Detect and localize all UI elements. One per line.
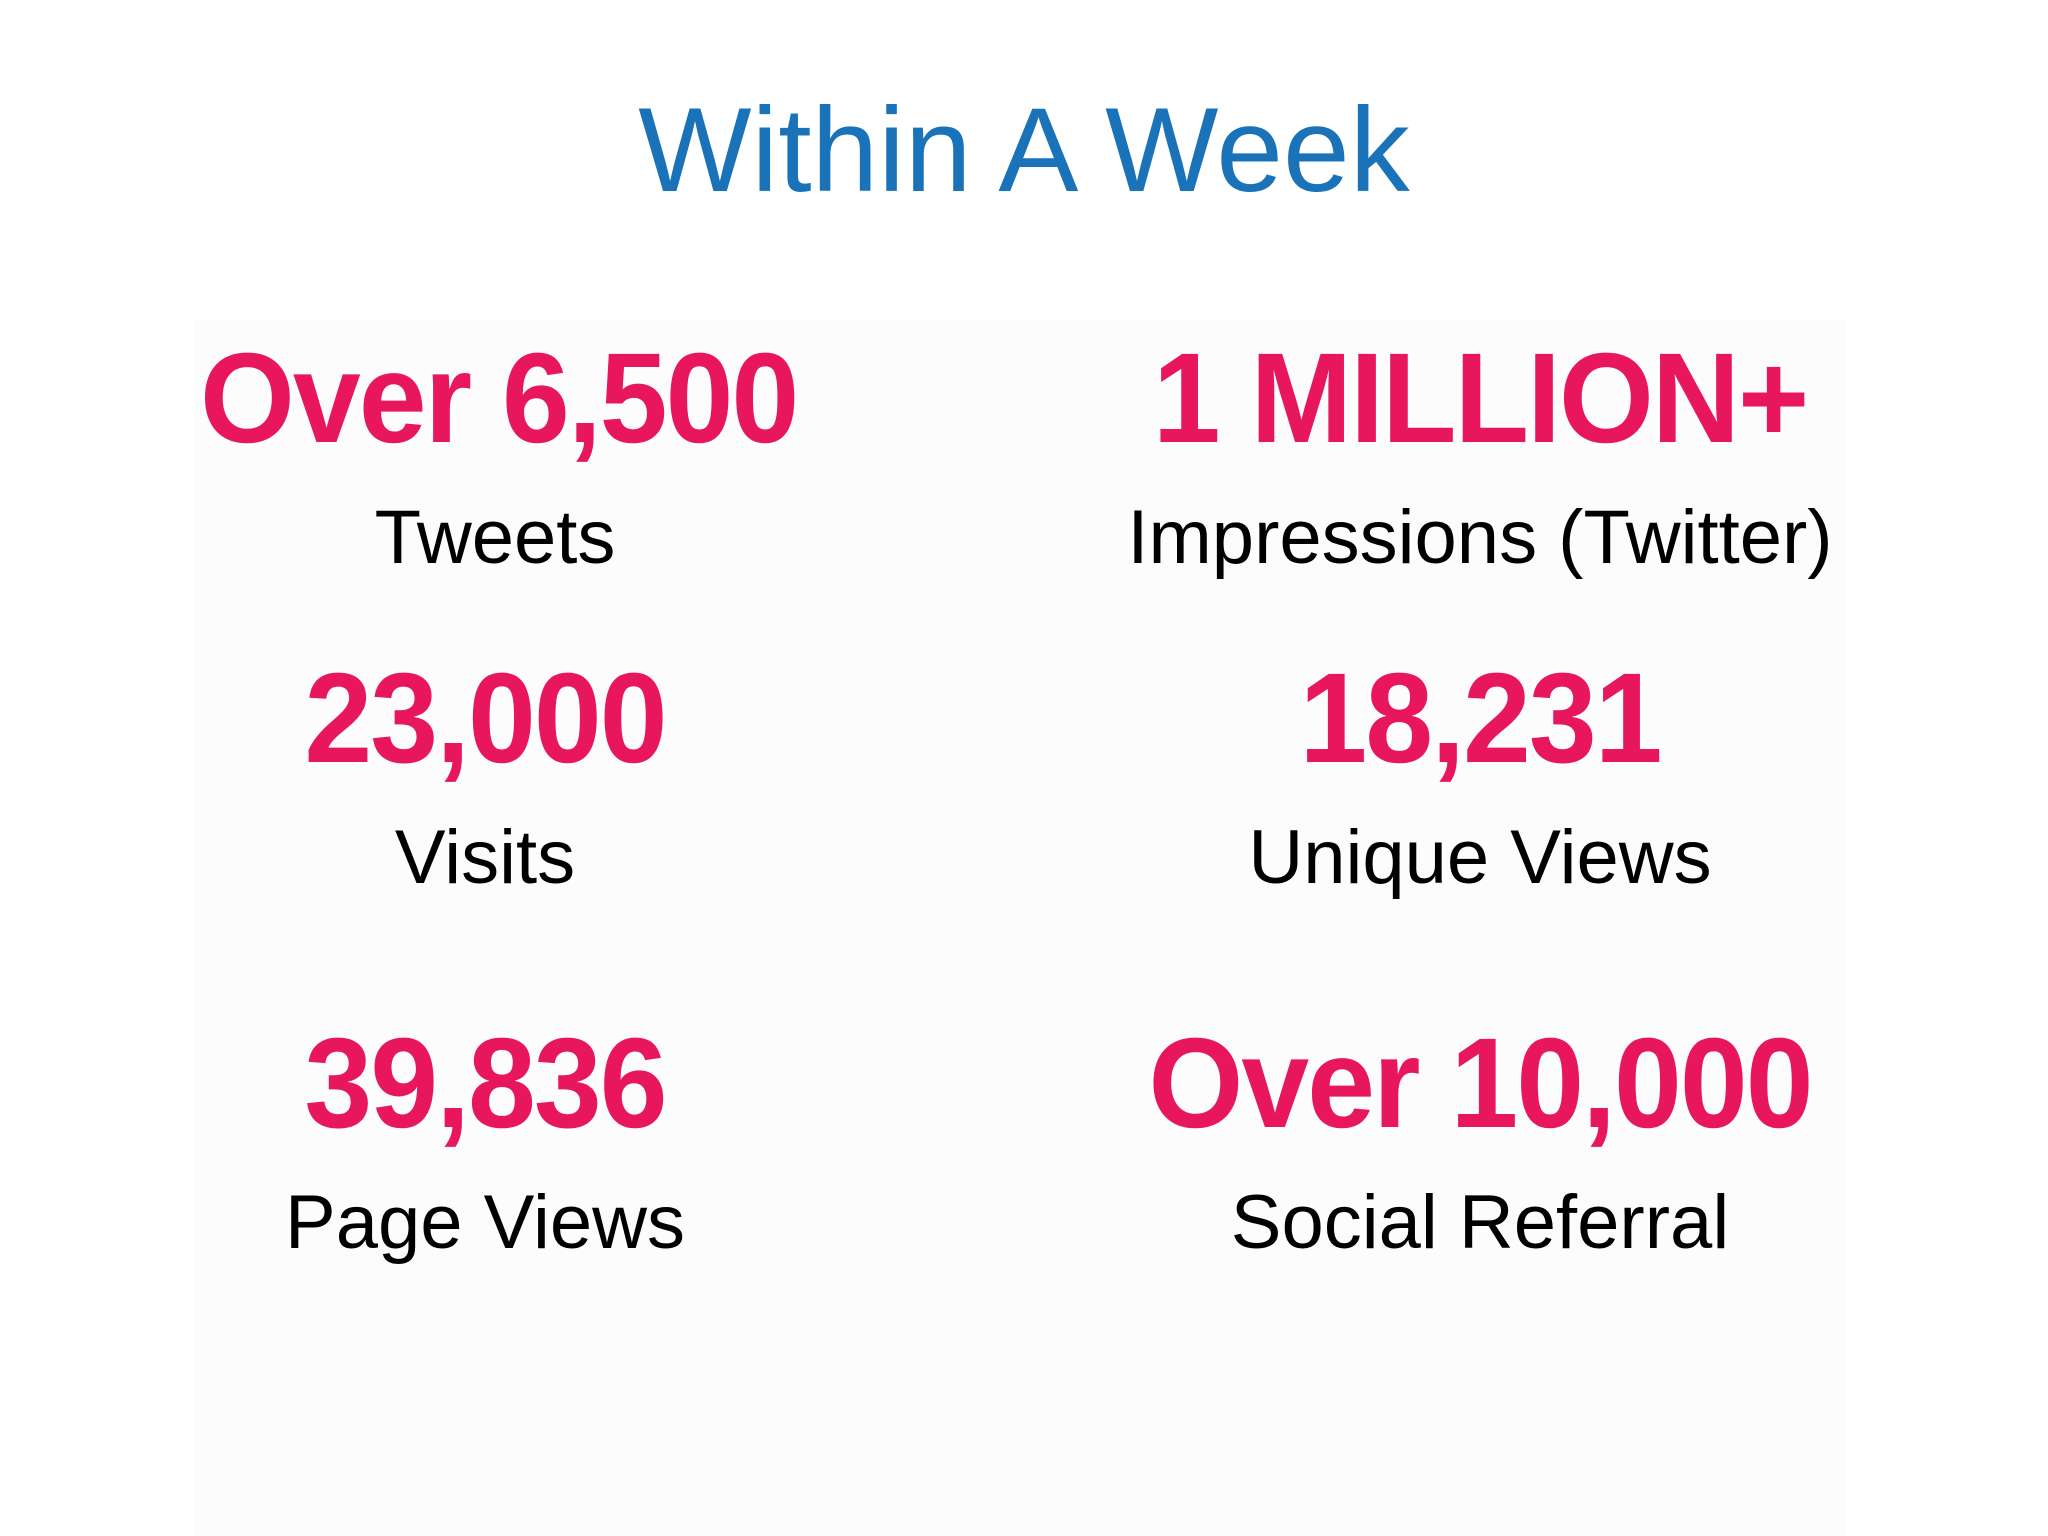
- stat-number: 1 MILLION+: [1152, 326, 1809, 470]
- stat-visits: 23,000 Visits: [200, 654, 770, 900]
- stat-label: Unique Views: [1248, 815, 1712, 900]
- stat-unique-views: 18,231 Unique Views: [1100, 654, 1860, 900]
- stat-label: Page Views: [285, 1180, 685, 1265]
- stat-label: Visits: [394, 815, 576, 900]
- stat-number: Over 10,000: [1148, 1011, 1813, 1155]
- stat-label: Social Referral: [1230, 1180, 1730, 1265]
- stat-number: 23,000: [304, 646, 667, 790]
- stat-tweets: Over 6,500 Tweets: [200, 334, 799, 580]
- stat-number: Over 6,500: [200, 326, 799, 470]
- stat-number: 39,836: [304, 1011, 667, 1155]
- stat-number: 18,231: [1299, 646, 1662, 790]
- stat-impressions: 1 MILLION+ Impressions (Twitter): [1100, 334, 1860, 580]
- stat-social-referral: Over 10,000 Social Referral: [1100, 1019, 1860, 1265]
- stat-page-views: 39,836 Page Views: [200, 1019, 770, 1265]
- stat-label: Impressions (Twitter): [1127, 495, 1833, 580]
- content-panel: [195, 320, 1845, 1536]
- stat-label: Tweets: [374, 495, 616, 580]
- slide-title: Within A Week: [638, 83, 1410, 217]
